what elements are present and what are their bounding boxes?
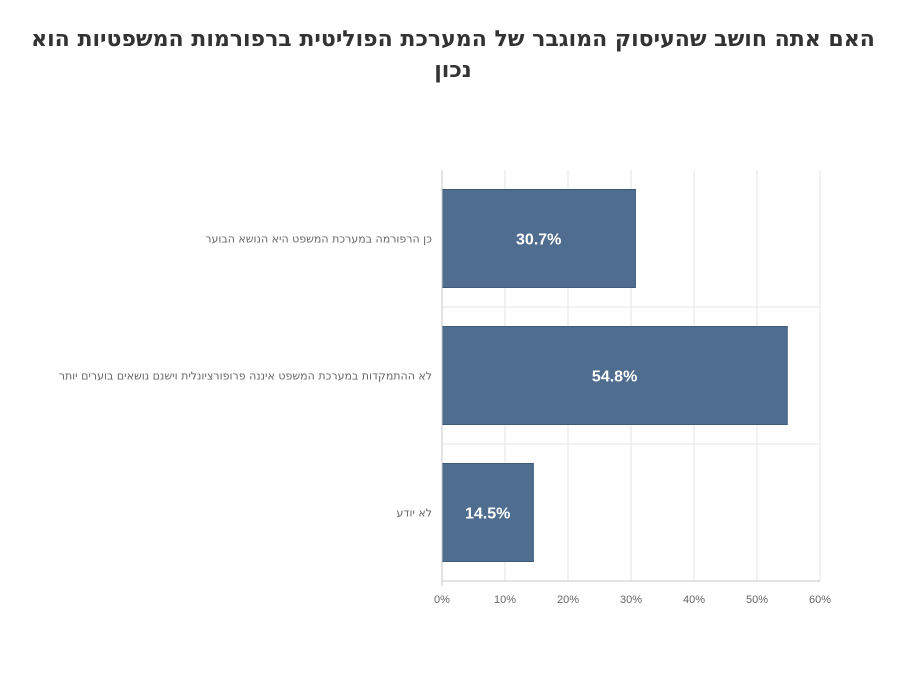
category-label: לא ההתמקדות במערכת המשפט איננה פרופורציו… — [59, 370, 432, 383]
x-tick-label: 50% — [746, 594, 768, 606]
category-label: כן הרפורמה במערכת המשפט היא הנושא הבוער — [205, 233, 432, 246]
axis-layer — [441, 170, 820, 586]
bar[interactable] — [441, 463, 534, 562]
data-label: 30.7% — [516, 232, 561, 249]
bar-layer — [441, 189, 788, 562]
x-tick-label: 20% — [557, 594, 579, 606]
x-tick-label: 30% — [620, 594, 642, 606]
label-layer: 0% 10% 20% 30% 40% 50% 60% 30.7% כן הרפורמה במער… — [59, 232, 831, 607]
x-tick-label: 40% — [683, 594, 705, 606]
data-label: 14.5% — [465, 506, 510, 523]
category-label: לא יודע — [397, 507, 432, 520]
bar[interactable] — [441, 326, 788, 425]
bar[interactable] — [441, 189, 636, 288]
chart-title: האם אתה חושב שהעיסוק המוגבר של המערכת הפ… — [31, 27, 875, 83]
x-tick-label: 60% — [809, 594, 831, 606]
x-tick-label: 10% — [494, 594, 516, 606]
data-label: 54.8% — [592, 369, 637, 386]
x-tick-label: 0% — [434, 594, 450, 606]
